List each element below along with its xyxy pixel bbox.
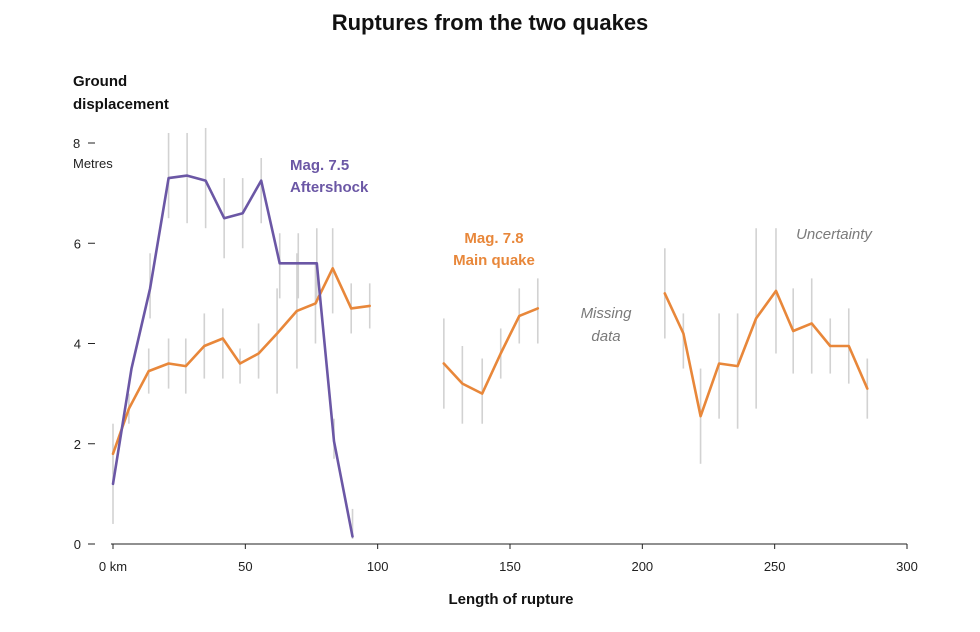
error-bars: [112, 127, 869, 539]
missing-data-label-line1: Missing: [581, 305, 633, 322]
series-lines: [111, 174, 869, 538]
y-tick-label: 4: [74, 337, 81, 352]
x-tick-label: 100: [367, 559, 389, 574]
y-tick-label: 8: [73, 136, 80, 151]
y-axis-title-line1: Ground: [73, 73, 127, 90]
uncertainty-label: Uncertainty: [796, 226, 873, 243]
aftershock-label-line1: Mag. 7.5: [290, 157, 349, 174]
main-quake-line-segment: [663, 289, 869, 418]
y-axis-unit: Metres: [73, 156, 113, 171]
y-axis-title-line2: displacement: [73, 96, 169, 113]
aftershock-line: [111, 174, 354, 538]
main-quake-label-line2: Main quake: [453, 252, 535, 269]
y-tick-label: 0: [74, 537, 81, 552]
x-tick-label: 200: [631, 559, 653, 574]
main-quake-line-segment: [111, 266, 372, 456]
main-quake-line-segment: [442, 307, 540, 395]
chart-title: Ruptures from the two quakes: [331, 10, 649, 35]
x-axis-title: Length of rupture: [449, 591, 574, 608]
aftershock-label-line2: Aftershock: [290, 179, 369, 196]
y-tick-label: 2: [74, 437, 81, 452]
x-tick-label: 150: [499, 559, 521, 574]
main-quake-label-line1: Mag. 7.8: [464, 230, 523, 247]
y-tick-label: 6: [74, 236, 81, 251]
x-tick-label: 0 km: [99, 559, 127, 574]
axes: 0 km 50 100 150 200 250 300 0 2 4 6 8: [73, 136, 918, 574]
x-tick-label: 300: [896, 559, 918, 574]
x-tick-label: 250: [764, 559, 786, 574]
missing-data-label-line2: data: [591, 328, 620, 345]
x-tick-label: 50: [238, 559, 252, 574]
